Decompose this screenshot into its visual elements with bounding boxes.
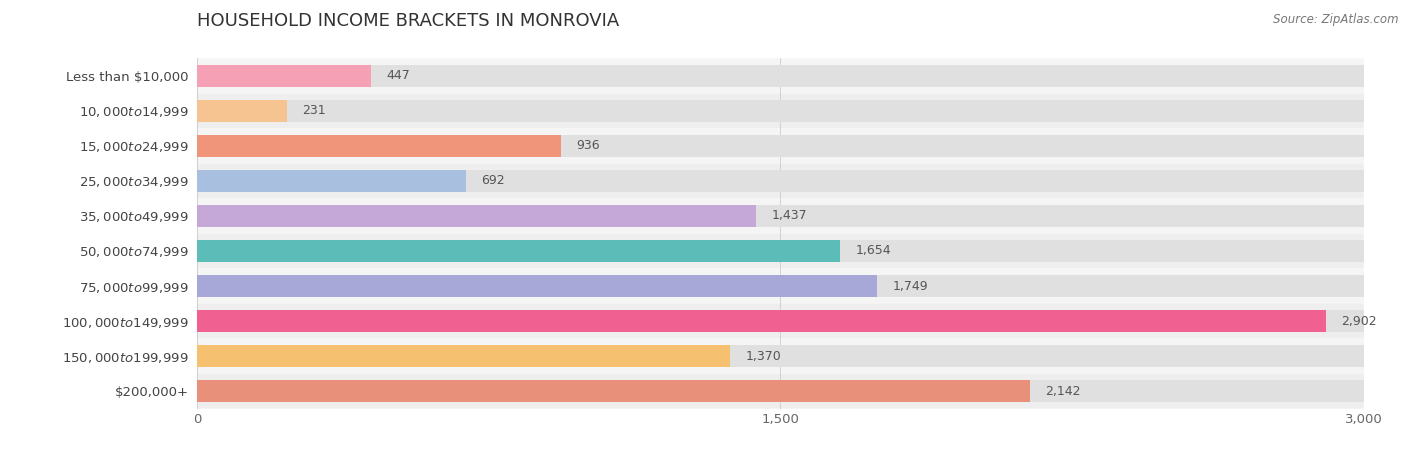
Bar	[197, 100, 1364, 122]
Bar	[197, 100, 287, 122]
Text: Source: ZipAtlas.com: Source: ZipAtlas.com	[1274, 13, 1399, 26]
FancyBboxPatch shape	[197, 233, 1364, 269]
Bar	[197, 205, 1364, 227]
Bar	[197, 310, 1326, 332]
FancyBboxPatch shape	[197, 163, 1364, 198]
Text: 1,654: 1,654	[856, 245, 891, 257]
Text: 447: 447	[387, 70, 411, 82]
FancyBboxPatch shape	[197, 374, 1364, 409]
Text: 2,902: 2,902	[1341, 315, 1376, 327]
FancyBboxPatch shape	[197, 128, 1364, 163]
Bar	[197, 65, 1364, 87]
Bar	[197, 345, 730, 367]
FancyBboxPatch shape	[197, 93, 1364, 128]
Bar	[197, 135, 1364, 157]
Bar	[197, 240, 1364, 262]
FancyBboxPatch shape	[197, 198, 1364, 233]
Bar	[197, 380, 1031, 402]
Text: HOUSEHOLD INCOME BRACKETS IN MONROVIA: HOUSEHOLD INCOME BRACKETS IN MONROVIA	[197, 13, 619, 31]
Bar	[197, 345, 1364, 367]
Text: 692: 692	[482, 175, 505, 187]
Text: 1,370: 1,370	[745, 350, 782, 362]
Text: 2,142: 2,142	[1046, 385, 1081, 397]
FancyBboxPatch shape	[197, 339, 1364, 374]
Bar	[197, 65, 371, 87]
FancyBboxPatch shape	[197, 304, 1364, 339]
Text: 231: 231	[302, 105, 326, 117]
Bar	[197, 205, 756, 227]
Bar	[197, 240, 841, 262]
FancyBboxPatch shape	[197, 269, 1364, 304]
Text: 1,749: 1,749	[893, 280, 928, 292]
Bar	[197, 275, 1364, 297]
Bar	[197, 170, 465, 192]
Bar	[197, 170, 1364, 192]
FancyBboxPatch shape	[197, 58, 1364, 93]
Text: 936: 936	[576, 140, 600, 152]
Bar	[197, 310, 1364, 332]
Bar	[197, 275, 877, 297]
Text: 1,437: 1,437	[772, 210, 807, 222]
Bar	[197, 135, 561, 157]
Bar	[197, 380, 1364, 402]
